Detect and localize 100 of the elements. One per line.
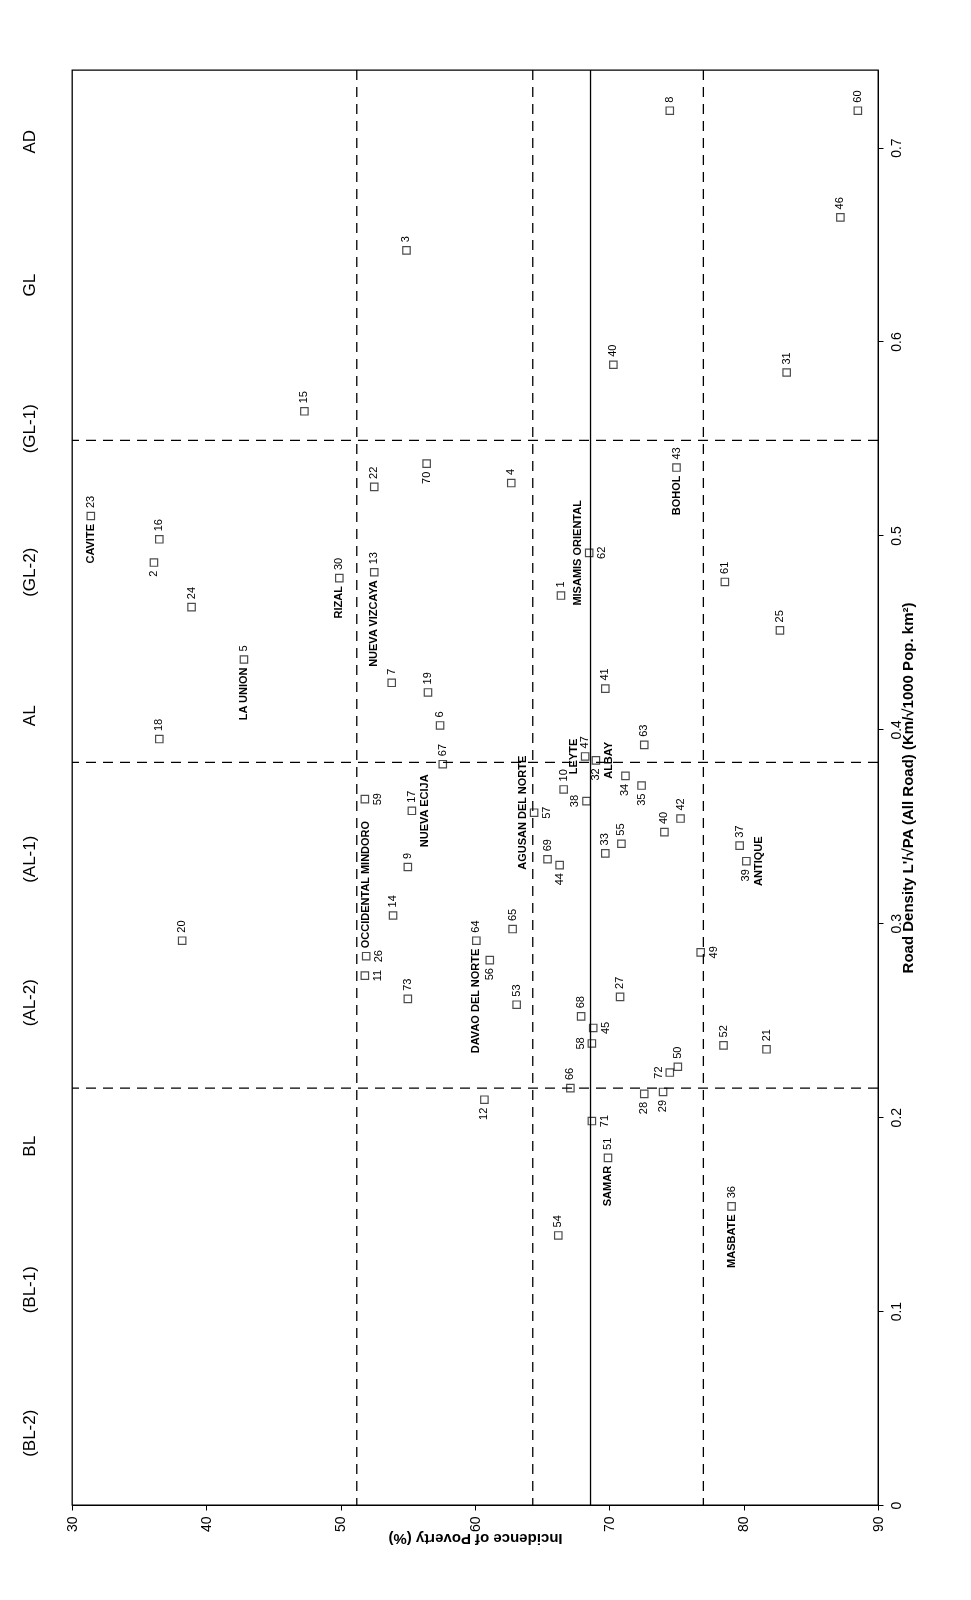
annotation: 64 [469,920,482,933]
annotation: 11 [370,969,383,982]
annotation: 51 [600,1137,613,1150]
annotation: ALBAY [601,741,614,779]
x-tick-label: 90 [869,1516,886,1533]
annotation: 27 [613,976,626,989]
annotation: CAVITE [83,524,96,564]
annotation: 69 [540,839,553,852]
annotation: 30 [332,557,345,571]
annotation: 12 [477,1107,490,1120]
annotation: 31 [779,352,792,365]
annotation: 56 [482,968,495,981]
annotation: 10 [556,769,569,782]
annotation: 28 [637,1101,650,1115]
x-tick-label: 80 [735,1516,752,1533]
annotation: 40 [606,344,619,357]
annotation: 61 [717,561,730,574]
text: AL [20,705,39,727]
annotation: 13 [367,552,380,565]
y-tick-label: 0.1 [887,1301,904,1322]
y-tick-label: 0 [887,1501,904,1510]
annotation: 70 [419,471,432,484]
x-tick-label: 50 [332,1516,349,1533]
annotation: 34 [618,783,631,797]
annotation: OCCIDENTAL MINDORO [359,820,372,949]
annotation: 37 [732,825,745,838]
annotation: 46 [833,197,846,210]
annotation: 25 [772,610,785,623]
text: (GL-1) [20,404,39,454]
annotation: LEYTE [567,738,580,775]
annotation: 1 [553,581,566,588]
y-tick-label: 0.6 [887,332,904,352]
annotation: 58 [573,1037,586,1050]
annotation: 68 [574,996,587,1009]
annotation: 52 [716,1025,729,1038]
annotation: 73 [400,978,413,991]
annotation: BOHOL [669,475,682,516]
annotation: 35 [634,793,647,806]
annotation: 72 [651,1066,664,1079]
annotation: 49 [706,946,719,959]
annotation: 14 [386,895,399,908]
y-tick-label: 0.4 [887,719,904,740]
annotation: 71 [597,1114,610,1128]
annotation: 23 [83,495,96,509]
text: (AL-2) [20,979,39,1027]
annotation: 33 [598,833,611,846]
annotation: DAVAO DEL NORTE [469,948,482,1054]
annotation: 2 [146,570,159,577]
annotation: 62 [595,546,608,559]
annotation: 65 [505,908,518,922]
text: (BL-2) [20,1409,39,1457]
annotation: 55 [614,823,627,836]
annotation: MISAMIS ORIENTAL [571,499,584,606]
annotation: 45 [599,1021,612,1035]
annotation: 6 [433,711,446,718]
annotation: 66 [563,1067,576,1081]
annotation: 42 [673,798,686,811]
annotation: 17 [404,790,417,803]
annotation: 4 [504,468,517,476]
text: (AL-1) [20,835,39,883]
y-tick-label: 0.7 [887,138,904,158]
annotation: 38 [568,794,581,808]
y-tick-label: 0.5 [887,525,904,546]
annotation: 20 [175,920,188,933]
annotation: 59 [370,793,383,806]
annotation: 54 [551,1215,564,1228]
annotation: 44 [552,873,565,886]
annotation: 39 [739,869,752,882]
x-tick-label: 60 [466,1516,483,1533]
annotation: ANTIQUE [752,836,765,886]
text: BL [20,1135,39,1157]
annotation: 24 [184,586,197,600]
annotation: 60 [850,90,863,103]
annotation: NUEVA VIZCAYA [367,580,380,667]
annotation: 47 [578,736,591,749]
text: (GL-2) [20,547,39,597]
annotation: 53 [509,984,522,997]
annotation: 15 [297,391,310,404]
x-tick-label: 40 [197,1516,214,1533]
text: (BL-1) [20,1266,39,1314]
annotation: 43 [669,447,682,460]
annotation: 26 [372,950,385,963]
annotation: 5 [236,645,249,652]
annotation: 29 [656,1099,669,1113]
annotation: LA UNION [236,667,249,721]
annotation: 19 [420,672,433,685]
annotation: 3 [399,236,412,243]
annotation: 40 [657,811,670,825]
annotation: SAMAR [600,1165,613,1207]
x-tick-label: 30 [63,1516,80,1533]
annotation: 22 [367,466,380,479]
annotation: 41 [598,668,611,681]
annotation: MASBATE [724,1214,737,1268]
annotation: 63 [637,724,650,737]
annotation: AGUSAN DEL NORTE [516,755,529,870]
y-tick-label: 0.2 [887,1107,904,1128]
text: GL [20,273,39,297]
annotation: 7 [384,668,397,675]
annotation: 18 [152,718,165,732]
annotation: 9 [400,852,413,860]
